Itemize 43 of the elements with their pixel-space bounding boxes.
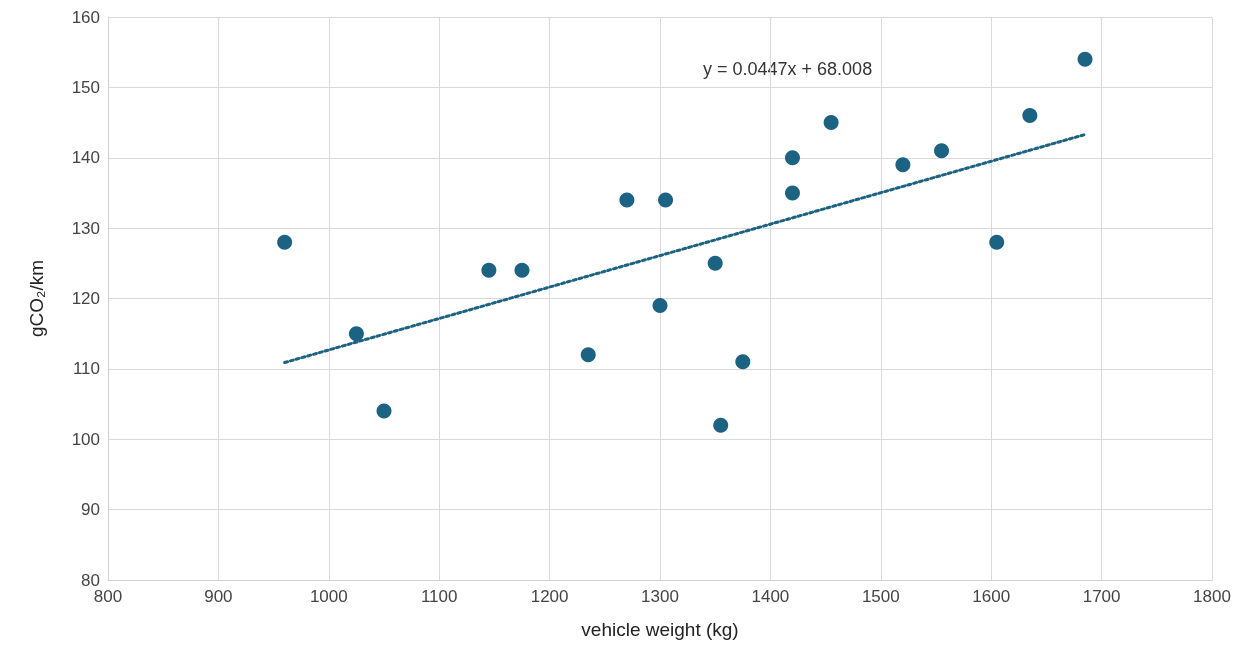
y-tick-label: 100 <box>71 429 100 449</box>
point <box>713 417 729 433</box>
point <box>823 115 839 131</box>
y-tick-label: 90 <box>81 500 100 520</box>
y-tick-label: 130 <box>71 218 100 238</box>
x-tick-label: 1600 <box>972 587 1011 606</box>
y-tick-label: 160 <box>71 7 100 27</box>
point <box>658 192 674 208</box>
y-tick-label: 150 <box>71 77 100 97</box>
point <box>707 255 723 271</box>
x-tick-label: 1200 <box>530 587 569 606</box>
point <box>481 262 497 278</box>
point <box>1022 108 1038 124</box>
point <box>1077 51 1093 67</box>
point <box>619 192 635 208</box>
x-tick-label: 800 <box>93 587 123 606</box>
y-tick-label: 120 <box>71 289 100 308</box>
point <box>934 143 950 159</box>
y-axis-title: gCO₂/km <box>26 259 47 338</box>
x-tick-label: 1000 <box>309 587 348 606</box>
point <box>348 326 364 342</box>
y-tick-label: 110 <box>72 359 100 379</box>
point <box>652 298 668 314</box>
point <box>785 150 800 166</box>
point <box>277 234 293 250</box>
point <box>580 347 596 363</box>
point <box>376 403 392 419</box>
x-tick-label: 1300 <box>641 587 679 606</box>
x-tick-label: 1800 <box>1193 587 1231 606</box>
point <box>785 185 800 201</box>
x-tick-label: 1400 <box>751 587 790 606</box>
point <box>514 262 530 278</box>
annotation: y = 0.0447x + 68.008 <box>703 59 873 79</box>
x-tick-label: 1700 <box>1082 587 1121 606</box>
point <box>989 234 1005 250</box>
point <box>735 354 751 370</box>
y-tick-label: 80 <box>81 570 100 590</box>
x-tick-label: 1500 <box>861 587 900 606</box>
x-tick-label: 900 <box>204 587 233 606</box>
y-tick-label: 140 <box>71 148 100 168</box>
point <box>895 157 911 173</box>
x-tick-label: 1100 <box>420 587 458 606</box>
x-axis-title: vehicle weight (kg) <box>581 619 739 640</box>
